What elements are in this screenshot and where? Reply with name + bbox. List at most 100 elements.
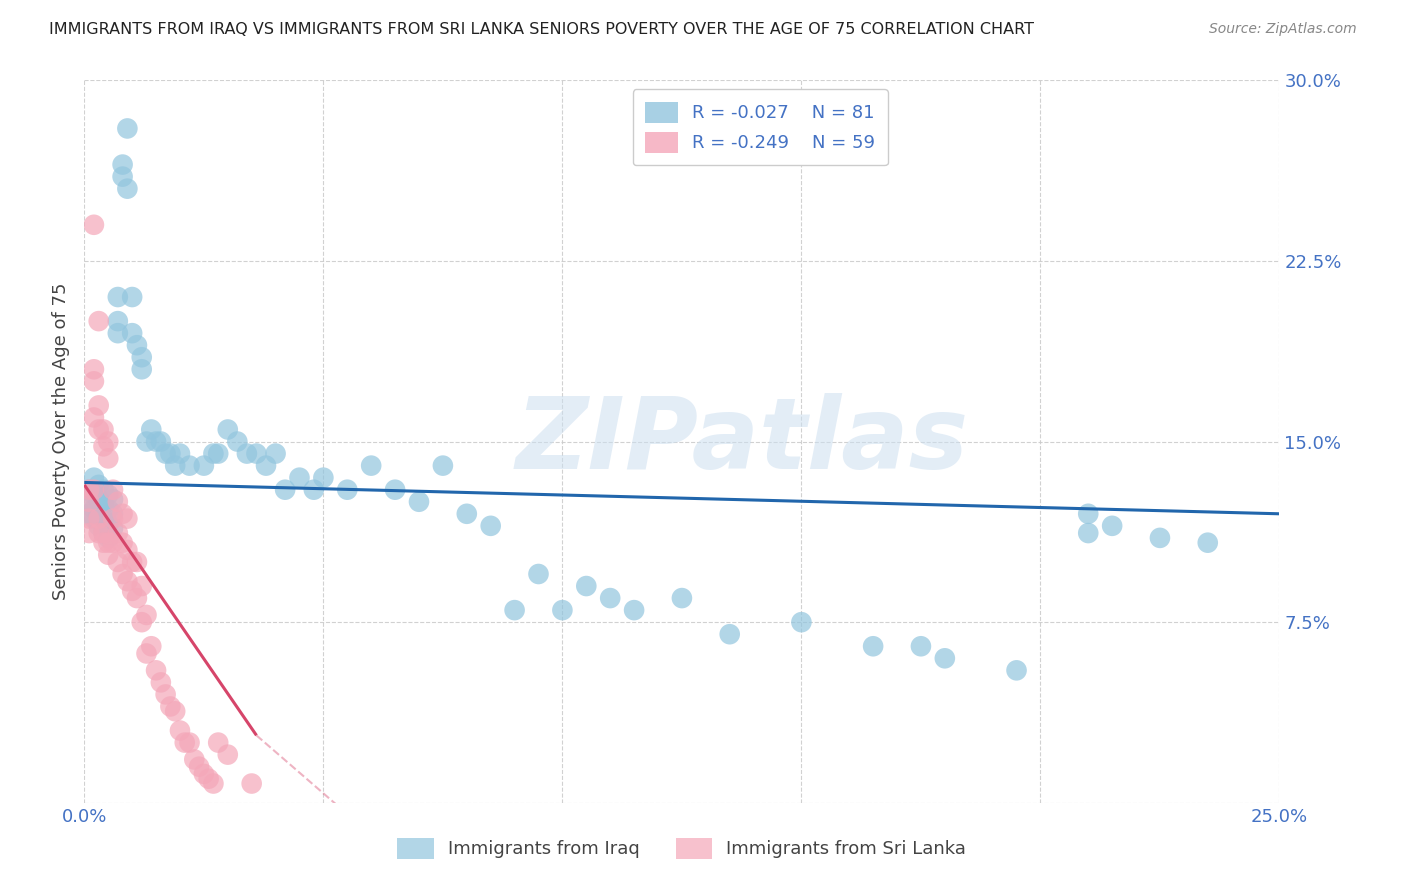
- Point: [77, 483, 100, 497]
- Point: [302, 483, 325, 497]
- Point: [456, 507, 478, 521]
- Point: [360, 458, 382, 473]
- Point: [87, 507, 110, 521]
- Point: [217, 422, 239, 436]
- Point: [101, 521, 124, 535]
- Point: [179, 735, 201, 749]
- Point: [117, 511, 139, 525]
- Point: [93, 483, 115, 497]
- Point: [599, 591, 621, 605]
- Text: ZIPatlas: ZIPatlas: [515, 393, 969, 490]
- Point: [83, 218, 105, 232]
- Point: [432, 458, 454, 473]
- Point: [145, 434, 167, 449]
- Point: [77, 507, 100, 521]
- Point: [1077, 526, 1099, 541]
- Point: [77, 526, 100, 541]
- Point: [93, 535, 115, 549]
- Point: [77, 511, 100, 525]
- Point: [93, 511, 115, 525]
- Point: [264, 446, 287, 460]
- Point: [111, 567, 134, 582]
- Point: [101, 507, 124, 521]
- Point: [101, 535, 124, 549]
- Point: [87, 478, 110, 492]
- Point: [862, 639, 884, 653]
- Point: [503, 603, 526, 617]
- Point: [193, 458, 215, 473]
- Point: [107, 526, 129, 541]
- Point: [193, 767, 215, 781]
- Point: [169, 723, 191, 738]
- Point: [1101, 518, 1123, 533]
- Point: [408, 494, 430, 508]
- Point: [790, 615, 813, 630]
- Point: [83, 410, 105, 425]
- Point: [117, 542, 139, 557]
- Point: [1197, 535, 1219, 549]
- Point: [217, 747, 239, 762]
- Point: [384, 483, 406, 497]
- Point: [77, 494, 100, 508]
- Point: [135, 434, 157, 449]
- Point: [131, 362, 153, 376]
- Point: [93, 439, 115, 453]
- Point: [135, 647, 157, 661]
- Point: [125, 591, 148, 605]
- Point: [165, 704, 187, 718]
- Point: [83, 374, 105, 388]
- Point: [135, 607, 157, 622]
- Point: [107, 314, 129, 328]
- Y-axis label: Seniors Poverty Over the Age of 75: Seniors Poverty Over the Age of 75: [52, 283, 70, 600]
- Legend: Immigrants from Iraq, Immigrants from Sri Lanka: Immigrants from Iraq, Immigrants from Sr…: [391, 830, 973, 866]
- Point: [527, 567, 550, 582]
- Point: [117, 121, 139, 136]
- Point: [240, 776, 263, 790]
- Point: [934, 651, 956, 665]
- Point: [202, 776, 225, 790]
- Point: [93, 422, 115, 436]
- Point: [575, 579, 598, 593]
- Point: [83, 511, 105, 525]
- Point: [312, 470, 335, 484]
- Point: [117, 181, 139, 195]
- Point: [207, 735, 229, 749]
- Point: [121, 290, 143, 304]
- Point: [623, 603, 645, 617]
- Point: [236, 446, 259, 460]
- Point: [183, 752, 205, 766]
- Point: [479, 518, 502, 533]
- Text: IMMIGRANTS FROM IRAQ VS IMMIGRANTS FROM SRI LANKA SENIORS POVERTY OVER THE AGE O: IMMIGRANTS FROM IRAQ VS IMMIGRANTS FROM …: [49, 22, 1035, 37]
- Point: [141, 422, 163, 436]
- Point: [121, 326, 143, 340]
- Point: [155, 687, 177, 701]
- Point: [910, 639, 932, 653]
- Point: [87, 492, 110, 507]
- Point: [87, 526, 110, 541]
- Point: [87, 314, 110, 328]
- Point: [83, 362, 105, 376]
- Point: [97, 434, 120, 449]
- Point: [83, 470, 105, 484]
- Point: [125, 555, 148, 569]
- Point: [197, 772, 219, 786]
- Point: [107, 555, 129, 569]
- Point: [274, 483, 297, 497]
- Point: [93, 526, 115, 541]
- Point: [97, 487, 120, 501]
- Point: [188, 760, 211, 774]
- Point: [87, 511, 110, 525]
- Point: [125, 338, 148, 352]
- Point: [145, 664, 167, 678]
- Point: [117, 574, 139, 589]
- Point: [245, 446, 267, 460]
- Point: [97, 451, 120, 466]
- Point: [173, 735, 195, 749]
- Point: [97, 531, 120, 545]
- Point: [93, 526, 115, 541]
- Point: [169, 446, 191, 460]
- Point: [551, 603, 574, 617]
- Point: [121, 555, 143, 569]
- Point: [254, 458, 277, 473]
- Point: [107, 494, 129, 508]
